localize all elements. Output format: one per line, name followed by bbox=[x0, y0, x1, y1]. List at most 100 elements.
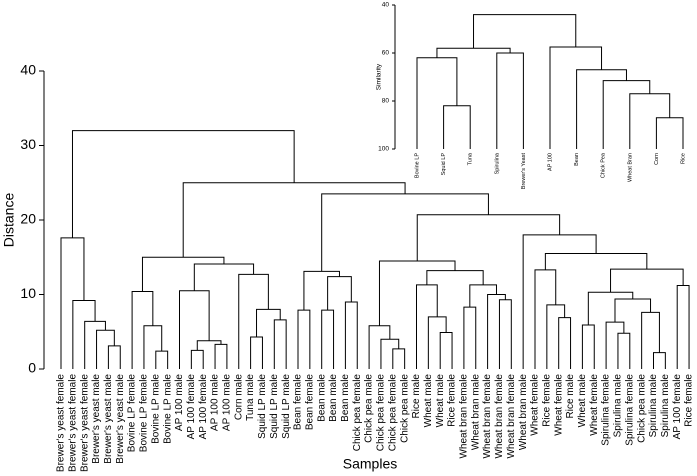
link bbox=[84, 320, 106, 369]
link bbox=[546, 304, 566, 369]
leaf-label: Bovine LP bbox=[414, 153, 420, 178]
leaf-label: Wheat female bbox=[553, 374, 564, 436]
link bbox=[576, 69, 627, 149]
link bbox=[214, 343, 228, 369]
link bbox=[344, 301, 358, 369]
link bbox=[605, 321, 625, 369]
link bbox=[96, 329, 115, 369]
link bbox=[496, 52, 524, 149]
leaf-label: Bovine LP male bbox=[150, 374, 161, 444]
link bbox=[473, 14, 577, 49]
link bbox=[141, 256, 225, 292]
link bbox=[303, 270, 340, 311]
link bbox=[534, 269, 557, 369]
leaf-label: Bean male bbox=[316, 374, 327, 422]
link bbox=[71, 130, 295, 238]
y-axis-label: Similarity bbox=[376, 63, 383, 90]
link bbox=[368, 325, 391, 369]
leaf-label: Chick pea female bbox=[376, 374, 387, 452]
link bbox=[256, 308, 281, 337]
leaf-label: Brewer's yeast male bbox=[115, 374, 126, 464]
link bbox=[487, 294, 506, 369]
leaf-label: Spirulina female bbox=[624, 374, 635, 446]
leaf-label: Wheat bran female bbox=[506, 374, 517, 459]
link bbox=[549, 46, 603, 149]
leaf-label: Bean male bbox=[340, 374, 351, 422]
leaf-label: Tuna bbox=[468, 152, 474, 165]
leaf-label: Wheat female bbox=[530, 374, 541, 436]
leaf-label: Wheat female bbox=[589, 374, 600, 436]
link bbox=[380, 338, 400, 369]
link bbox=[107, 345, 121, 369]
link bbox=[641, 311, 660, 369]
leaf-label: Corn bbox=[654, 153, 660, 165]
link bbox=[321, 193, 489, 272]
link bbox=[439, 331, 453, 369]
leaf-label: AP 100 female bbox=[672, 374, 683, 440]
leaf-label: Squid LP male bbox=[257, 374, 268, 439]
leaf-label: Tuna male bbox=[245, 374, 256, 421]
leaf-label: Wheat male bbox=[423, 374, 434, 428]
leaf-label: AP 100 female bbox=[186, 374, 197, 440]
leaf-label: Spirulina male bbox=[660, 374, 671, 438]
link bbox=[143, 325, 163, 369]
y-tick-label: 80 bbox=[382, 98, 390, 105]
y-tick-label: 10 bbox=[20, 285, 36, 301]
link bbox=[196, 340, 222, 351]
leaf-label: Bean female bbox=[293, 374, 304, 431]
link bbox=[558, 317, 572, 369]
link bbox=[416, 57, 458, 149]
y-tick-label: 100 bbox=[378, 146, 389, 153]
link bbox=[463, 306, 477, 369]
y-tick-label: 20 bbox=[20, 211, 36, 227]
leaf-label: Brewer's yeast male bbox=[103, 374, 114, 464]
leaf-label: AP 100 bbox=[547, 153, 553, 171]
leaf-label: Chick pea male bbox=[399, 374, 410, 443]
leaf-label: Squid LP male bbox=[281, 374, 292, 439]
leaf-label: Bean bbox=[574, 153, 580, 166]
link bbox=[653, 352, 666, 369]
link bbox=[426, 270, 484, 285]
link bbox=[587, 291, 634, 326]
link bbox=[392, 348, 406, 369]
leaf-label: Chick pea female bbox=[387, 374, 398, 452]
leaf-label: Brewer's yeast female bbox=[79, 374, 90, 472]
leaf-label: Bovine LP male bbox=[162, 374, 173, 444]
leaf-label: Brewer's Yeast bbox=[521, 153, 527, 190]
leaf-label: Chick pea male bbox=[636, 374, 647, 443]
link bbox=[297, 309, 311, 369]
leaf-label: Brewer's yeast female bbox=[56, 374, 67, 472]
y-axis-label: Distance bbox=[1, 193, 17, 248]
link bbox=[327, 276, 352, 311]
leaf-label: Brewer's yeast male bbox=[91, 374, 102, 464]
link bbox=[273, 319, 287, 369]
leaf-label: Corn male bbox=[233, 374, 244, 421]
leaf-label: AP 100 male bbox=[174, 374, 185, 432]
link bbox=[443, 105, 471, 149]
leaf-label: Bean male bbox=[328, 374, 339, 422]
leaf-label: Rice bbox=[680, 153, 686, 164]
y-tick-label: 40 bbox=[20, 62, 36, 78]
leaf-label: Squid LP male bbox=[269, 374, 280, 439]
leaf-label: Bean female bbox=[304, 374, 315, 431]
leaf-label: Rice female bbox=[447, 374, 458, 427]
leaf-label: Wheat bran female bbox=[459, 374, 470, 459]
leaf-label: Brewer's yeast female bbox=[67, 374, 78, 472]
link bbox=[416, 214, 561, 261]
leaf-label: Wheat male bbox=[435, 374, 446, 428]
link bbox=[629, 93, 671, 149]
link bbox=[655, 117, 684, 149]
link bbox=[676, 285, 690, 369]
link bbox=[416, 284, 438, 369]
link bbox=[610, 268, 684, 293]
leaf-label: Wheat Bran bbox=[627, 153, 633, 182]
leaf-label: AP 100 male bbox=[210, 374, 221, 432]
link bbox=[131, 291, 154, 369]
link bbox=[498, 299, 512, 369]
leaf-label: Wheat bran male bbox=[470, 374, 481, 451]
leaf-label: Rice male bbox=[565, 374, 576, 419]
link bbox=[72, 299, 96, 369]
link bbox=[544, 253, 648, 270]
link bbox=[250, 336, 263, 369]
